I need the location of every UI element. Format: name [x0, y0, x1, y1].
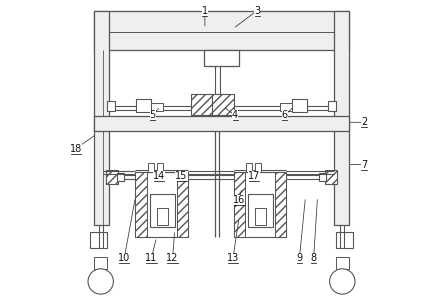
Bar: [204, 50, 239, 66]
Bar: [255, 208, 266, 225]
Bar: [109, 102, 114, 110]
Text: 8: 8: [311, 253, 317, 263]
Bar: [150, 194, 175, 227]
Bar: [213, 94, 234, 115]
Bar: [275, 172, 287, 237]
Text: 12: 12: [167, 253, 179, 263]
Text: 4: 4: [232, 110, 238, 120]
Text: 18: 18: [70, 143, 82, 154]
Text: 2: 2: [361, 117, 367, 127]
Text: 10: 10: [118, 253, 130, 263]
Bar: [94, 257, 107, 269]
Bar: [107, 101, 115, 111]
Bar: [233, 172, 245, 237]
Text: 15: 15: [175, 171, 188, 181]
Bar: [334, 11, 349, 225]
Bar: [246, 163, 253, 172]
Bar: [156, 208, 168, 225]
Bar: [336, 257, 349, 269]
Bar: [157, 163, 163, 172]
Bar: [248, 194, 273, 227]
Bar: [328, 101, 336, 111]
Bar: [117, 173, 124, 181]
Text: 5: 5: [150, 110, 156, 120]
Bar: [136, 172, 147, 237]
Bar: [280, 103, 291, 111]
Text: 1: 1: [202, 5, 208, 16]
Bar: [106, 170, 117, 184]
Bar: [326, 170, 337, 184]
Bar: [255, 163, 261, 172]
Bar: [233, 172, 287, 237]
Bar: [90, 232, 107, 248]
Text: 6: 6: [282, 110, 288, 120]
Bar: [136, 172, 188, 237]
Text: 9: 9: [296, 253, 303, 263]
Text: 11: 11: [145, 253, 158, 263]
Bar: [190, 94, 213, 115]
Text: 14: 14: [152, 171, 165, 181]
Text: 17: 17: [248, 171, 260, 181]
Text: 13: 13: [227, 253, 239, 263]
Bar: [152, 103, 163, 111]
Bar: [94, 116, 349, 131]
Text: 3: 3: [254, 5, 260, 16]
Bar: [177, 172, 188, 237]
Bar: [336, 232, 353, 248]
Circle shape: [330, 269, 355, 294]
Bar: [292, 99, 307, 112]
Bar: [94, 11, 349, 50]
Text: 7: 7: [361, 159, 367, 170]
Bar: [319, 173, 326, 181]
Bar: [148, 163, 154, 172]
Bar: [94, 11, 109, 225]
Bar: [136, 99, 151, 112]
Bar: [329, 102, 334, 110]
Circle shape: [88, 269, 113, 294]
Text: 16: 16: [233, 195, 245, 205]
